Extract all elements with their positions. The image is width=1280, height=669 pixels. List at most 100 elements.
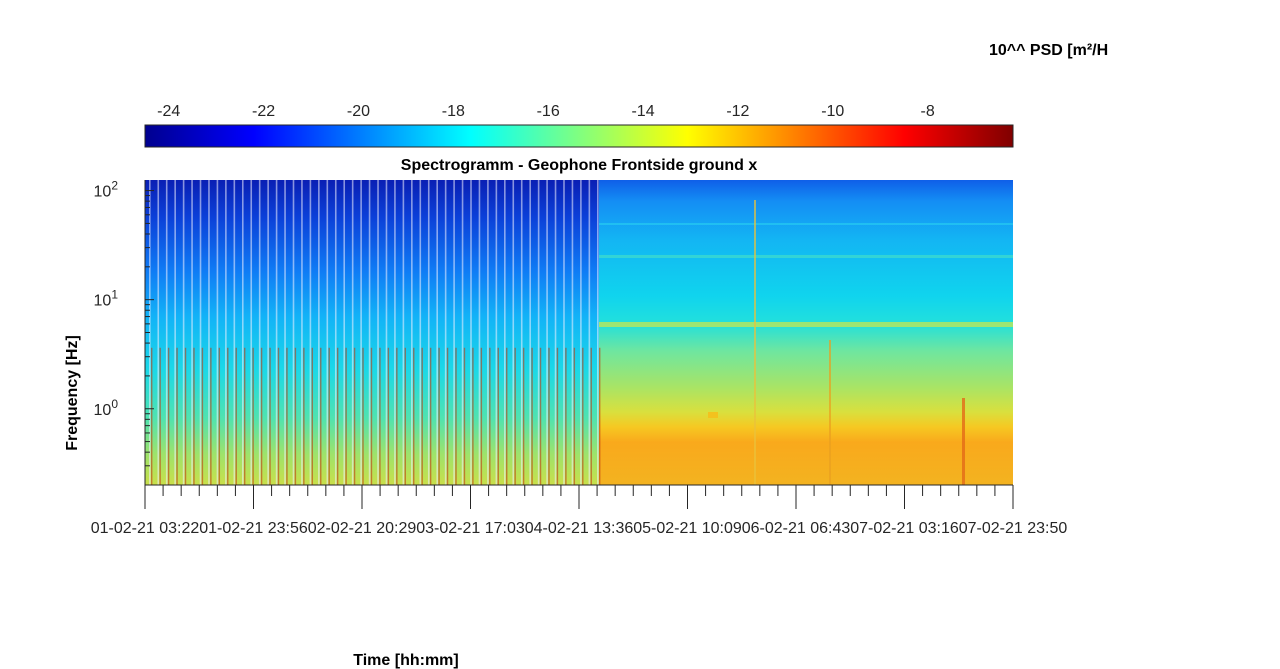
transient-line <box>829 340 831 485</box>
transient-stripe <box>227 347 229 485</box>
gap-stripe <box>191 180 193 485</box>
gap-stripe <box>343 180 346 485</box>
gap-stripe <box>309 180 312 485</box>
transient-stripe <box>573 347 576 485</box>
gap-stripe <box>182 180 185 485</box>
transient-stripe <box>151 347 153 485</box>
transient-stripe <box>455 347 457 485</box>
colorbar-ticks: -24 -22 -20 -18 -16 -14 -12 -10 -8 <box>157 103 935 131</box>
gap-stripe <box>571 180 574 485</box>
transient-stripe <box>404 347 406 485</box>
gap-stripe <box>478 180 481 485</box>
gap-stripe <box>216 180 219 485</box>
transient-stripe <box>303 347 305 485</box>
gap-stripe <box>563 180 565 485</box>
transient-stripe <box>514 347 516 485</box>
colorbar-tick-label: -14 <box>631 103 654 120</box>
chart-title: Spectrogramm - Geophone Frontside ground… <box>401 157 758 174</box>
gap-stripe <box>554 180 557 485</box>
y-tick-label: 101 <box>94 288 119 310</box>
gap-stripe <box>419 180 422 485</box>
transient-stripe <box>565 347 567 485</box>
x-tick-label: 05-02-21 10:09 <box>633 520 742 537</box>
gap-stripe <box>597 180 599 485</box>
transient-stripe <box>201 347 204 485</box>
spectrogram-plot-area <box>145 180 1013 485</box>
colorbar-tick-label: -8 <box>921 103 935 120</box>
colorbar-tick-label: -20 <box>347 103 370 120</box>
transient-stripe <box>243 347 246 485</box>
gap-stripe <box>411 180 413 485</box>
transient-stripe <box>531 347 533 485</box>
gap-stripe <box>504 180 506 485</box>
gap-stripe <box>241 180 244 485</box>
y-axis: 100 101 102 Frequency [Hz] <box>64 179 154 486</box>
x-axis: 01-02-21 03:22 01-02-21 23:56 02-02-21 20:… <box>91 484 1068 669</box>
gap-stripe <box>318 180 320 485</box>
colorbar-tick-label: -10 <box>821 103 844 120</box>
transient-stripe <box>590 347 592 485</box>
transient-stripe <box>210 347 212 485</box>
x-tick-label: 01-02-21 03:22 <box>91 520 200 537</box>
y-axis-ticks: 100 101 102 <box>94 179 154 486</box>
transient-stripe <box>184 347 187 485</box>
transient-stripe <box>353 347 356 485</box>
gap-stripe <box>453 180 455 485</box>
transient-stripe <box>463 347 466 485</box>
colorbar-tick-label: -22 <box>252 103 275 120</box>
transient-stripe <box>413 347 415 485</box>
transient-stripe <box>506 347 508 485</box>
gap-stripe <box>495 180 498 485</box>
gap-stripe <box>436 180 438 485</box>
transient-stripe <box>446 347 449 485</box>
x-tick-label: 07-02-21 23:50 <box>959 520 1068 537</box>
transient-stripe <box>539 347 542 485</box>
transient-stripe <box>497 347 499 485</box>
transient-line <box>754 200 756 485</box>
transient-stripe <box>218 347 221 485</box>
gap-stripe <box>402 180 405 485</box>
gap-stripe <box>326 180 329 485</box>
transient-stripe <box>522 347 525 485</box>
gap-stripe <box>284 180 286 485</box>
transient-stripe <box>167 347 170 485</box>
spectrogram-region-continuous <box>599 180 1013 485</box>
band-line-50hz <box>599 223 1013 225</box>
transient-stripe <box>260 347 263 485</box>
transient-stripe <box>548 347 550 485</box>
colorbar-tick-label: -24 <box>157 103 180 120</box>
transient-stripe <box>193 347 195 485</box>
gap-stripe <box>427 180 430 485</box>
y-axis-label: Frequency [Hz] <box>64 335 81 451</box>
gap-stripe <box>233 180 236 485</box>
transient-stripe <box>336 347 339 485</box>
gap-stripe <box>377 180 379 485</box>
gap-stripe <box>394 180 396 485</box>
gap-stripe <box>275 180 278 485</box>
y-tick-label: 102 <box>94 179 119 201</box>
band-line-6hz <box>599 322 1013 327</box>
transient-stripe <box>311 347 314 485</box>
gap-stripe <box>199 180 202 485</box>
intermittent-stripes <box>149 180 601 485</box>
gap-stripe <box>520 180 523 485</box>
transient-blob <box>708 412 718 418</box>
x-tick-label: 02-02-21 20:29 <box>308 520 417 537</box>
transient-stripe <box>176 347 178 485</box>
gap-stripe <box>470 180 472 485</box>
x-axis-label: Time [hh:mm] <box>353 652 458 669</box>
transient-stripe <box>480 347 483 485</box>
transient-stripe <box>421 347 423 485</box>
gap-stripe <box>444 180 447 485</box>
x-axis-ticks: 01-02-21 03:22 01-02-21 23:56 02-02-21 20:… <box>91 485 1068 537</box>
x-tick-label: 06-02-21 06:43 <box>742 520 851 537</box>
transient-stripe <box>286 347 288 485</box>
gap-stripe <box>368 180 371 485</box>
transient-stripe <box>328 347 330 485</box>
transient-stripe <box>379 347 381 485</box>
transient-stripe <box>438 347 440 485</box>
gap-stripe <box>165 180 168 485</box>
gap-stripe <box>250 180 253 485</box>
transient-stripe <box>345 347 347 485</box>
